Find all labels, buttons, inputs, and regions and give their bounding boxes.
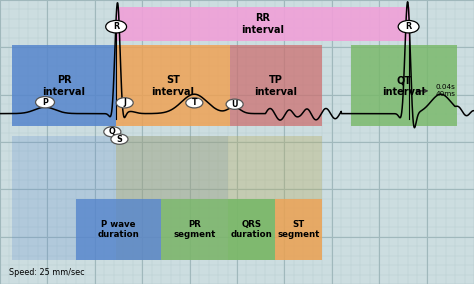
Bar bbox=[228, 199, 275, 260]
Text: ST
interval: ST interval bbox=[152, 75, 194, 97]
Bar bbox=[116, 45, 230, 126]
Text: PR
segment: PR segment bbox=[173, 220, 216, 239]
Text: T: T bbox=[191, 98, 197, 107]
Text: ST
segment: ST segment bbox=[277, 220, 320, 239]
Circle shape bbox=[111, 134, 128, 144]
Bar bbox=[230, 45, 322, 126]
Bar bbox=[275, 199, 322, 260]
Text: R: R bbox=[113, 22, 119, 31]
Circle shape bbox=[104, 127, 121, 137]
Bar bbox=[161, 199, 228, 260]
Text: J: J bbox=[123, 98, 126, 107]
Bar bbox=[12, 136, 228, 260]
Text: S: S bbox=[117, 135, 122, 144]
Text: U: U bbox=[231, 100, 238, 109]
Bar bbox=[116, 136, 322, 260]
Bar bbox=[116, 7, 410, 41]
Circle shape bbox=[226, 99, 243, 109]
Text: P: P bbox=[42, 98, 48, 107]
Bar bbox=[351, 45, 457, 126]
Circle shape bbox=[186, 98, 203, 108]
Text: QRS
duration: QRS duration bbox=[230, 220, 272, 239]
Text: TP
interval: TP interval bbox=[255, 75, 298, 97]
Text: Speed: 25 mm/sec: Speed: 25 mm/sec bbox=[9, 268, 84, 277]
Circle shape bbox=[106, 20, 127, 33]
Bar bbox=[76, 199, 161, 260]
Text: PR
interval: PR interval bbox=[43, 75, 85, 97]
Text: Q: Q bbox=[109, 127, 116, 136]
Text: QT
interval: QT interval bbox=[383, 75, 426, 97]
Bar bbox=[116, 136, 322, 260]
Bar bbox=[12, 45, 116, 126]
Text: P wave
duration: P wave duration bbox=[98, 220, 139, 239]
Text: R: R bbox=[406, 22, 411, 31]
Circle shape bbox=[36, 97, 55, 108]
Circle shape bbox=[116, 98, 133, 108]
Text: RR
interval: RR interval bbox=[242, 13, 284, 35]
Text: 0.04s
40ms: 0.04s 40ms bbox=[435, 84, 455, 97]
Circle shape bbox=[398, 20, 419, 33]
